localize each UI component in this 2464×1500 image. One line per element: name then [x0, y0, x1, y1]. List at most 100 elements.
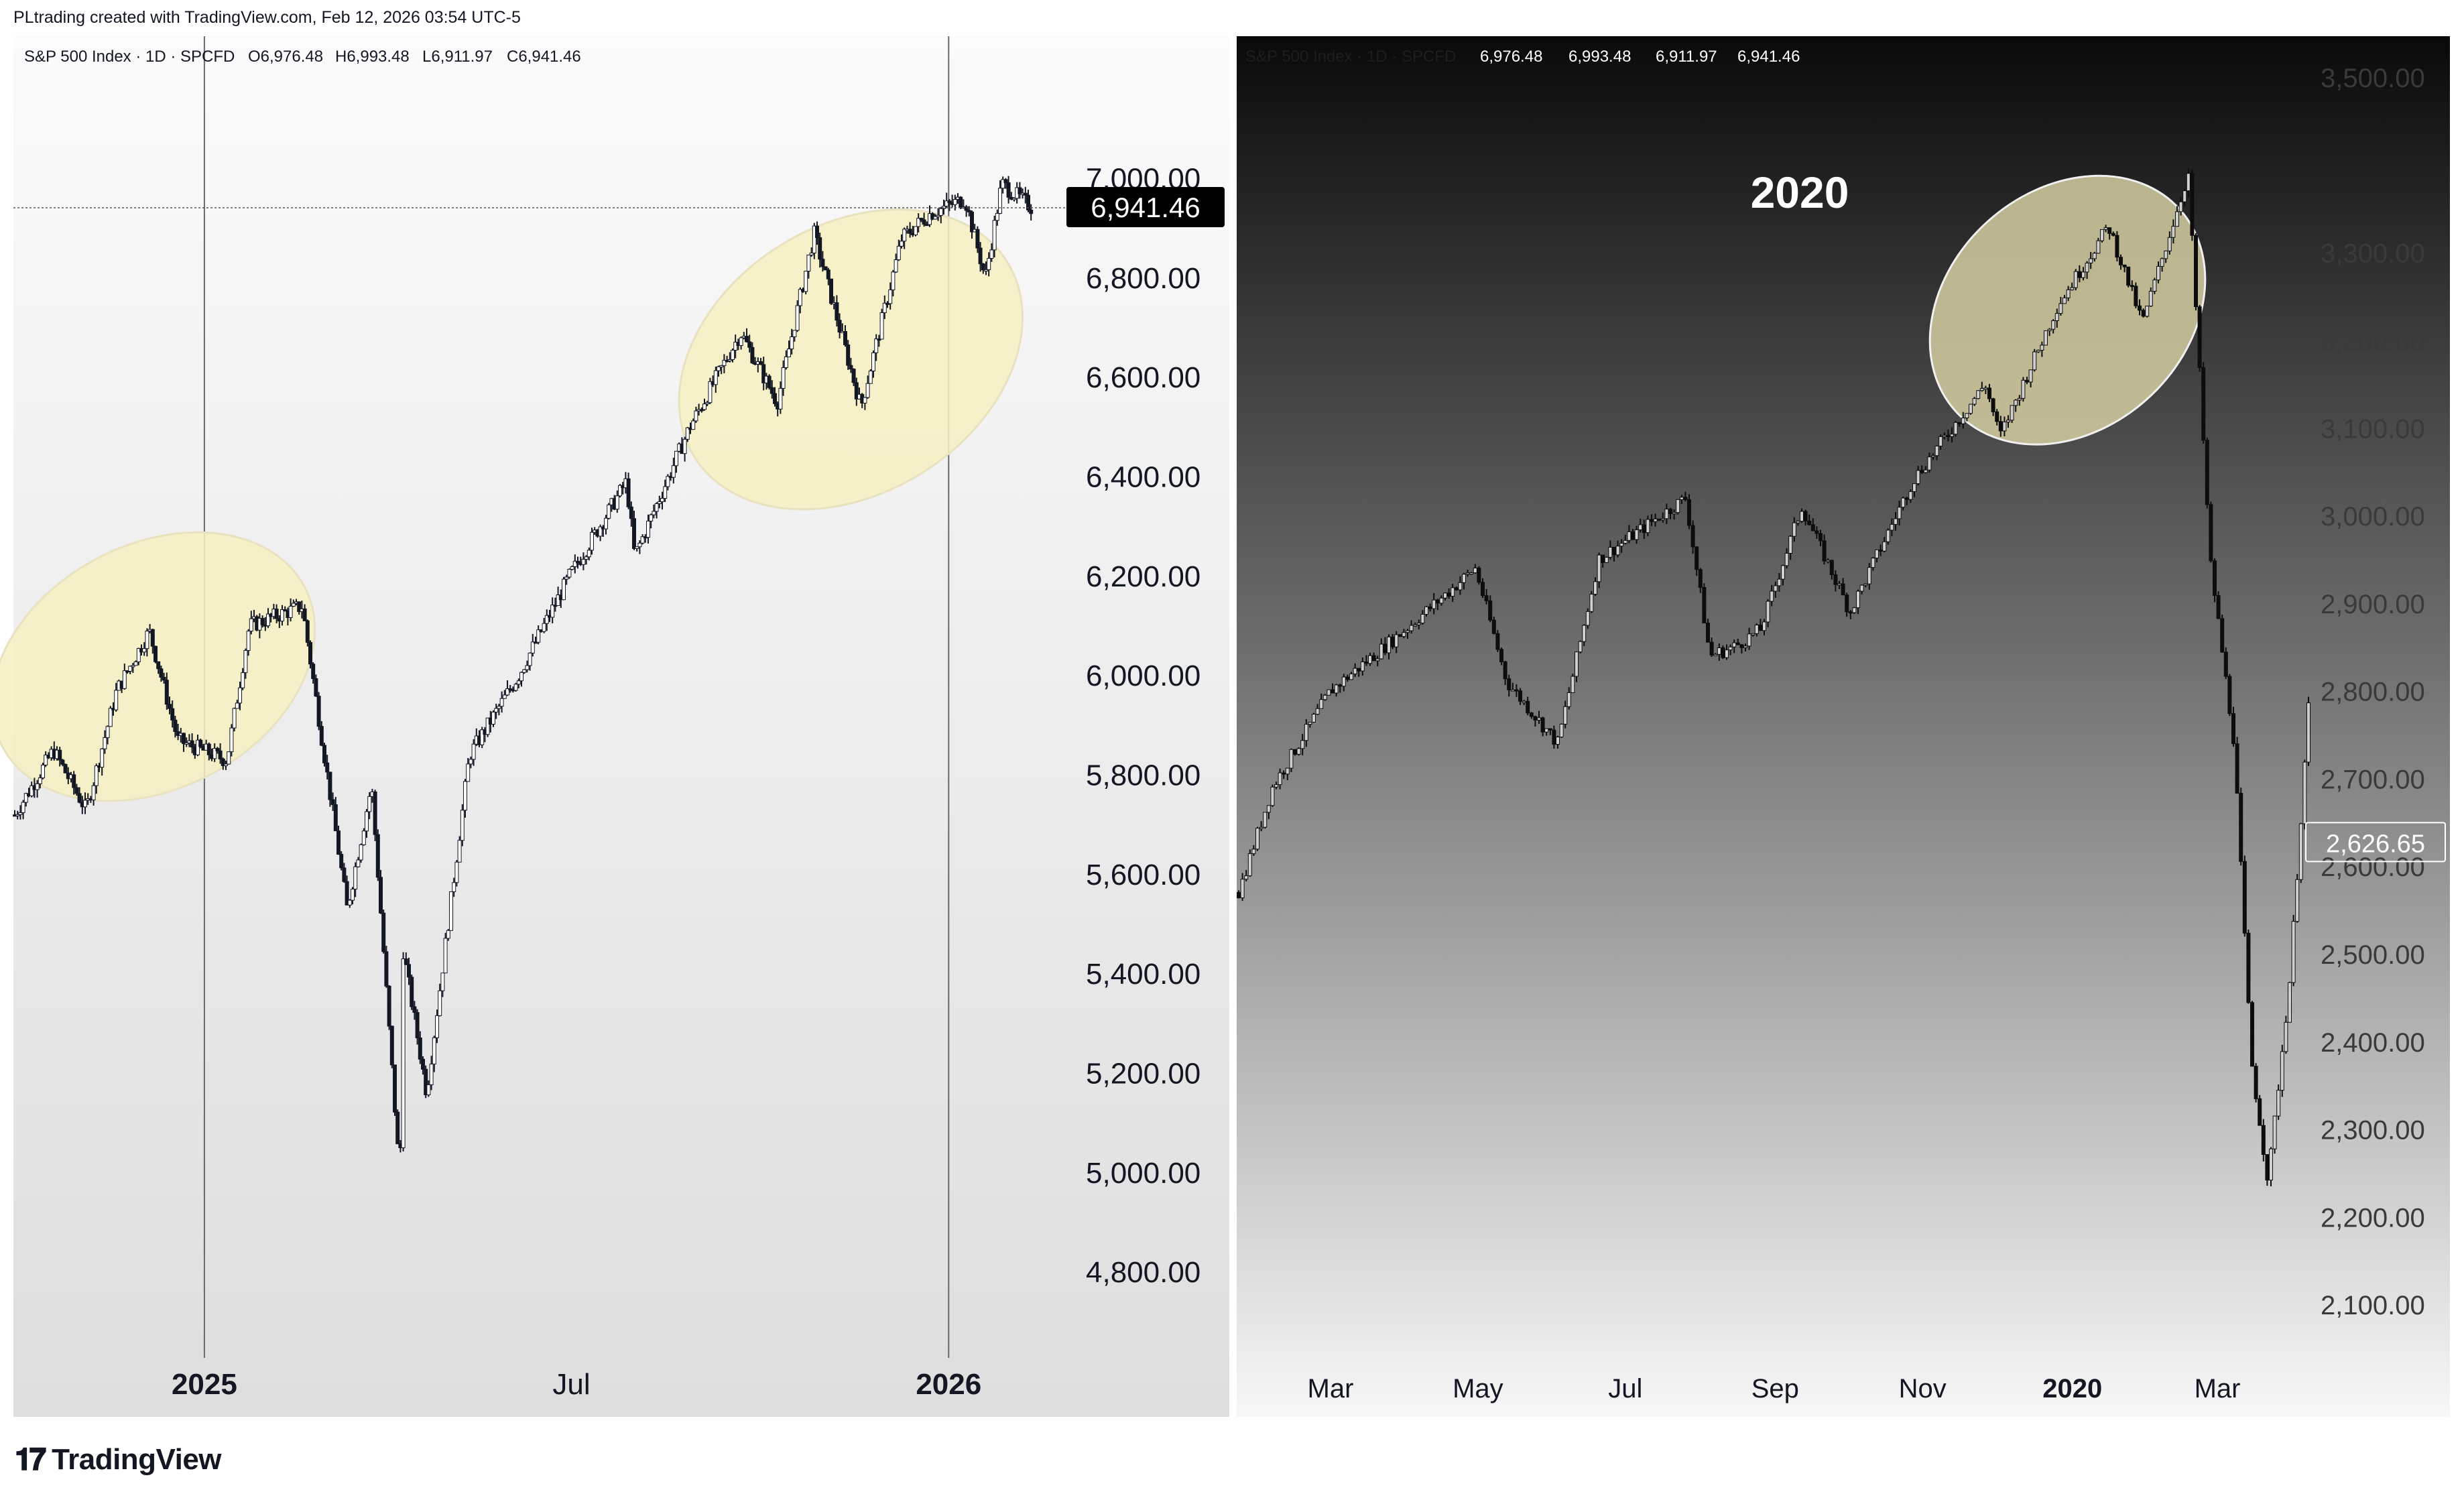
candle-body: [2291, 921, 2296, 983]
header-attribution: PLtrading created with TradingView.com, …: [13, 8, 521, 27]
candle-body: [924, 224, 929, 227]
candle-body: [629, 506, 633, 519]
candle-body: [395, 1111, 400, 1145]
candle-body: [1894, 518, 1898, 525]
highlight-ellipse: [0, 531, 316, 802]
candle-body: [1721, 647, 1725, 658]
candle-body: [1687, 499, 1691, 526]
candle-body: [959, 196, 963, 208]
candle-body: [136, 648, 141, 662]
candle-body: [83, 800, 87, 808]
candle-body: [218, 750, 223, 759]
candle-body: [694, 410, 698, 422]
candle-body: [1270, 786, 1275, 806]
candle-body: [2298, 823, 2303, 880]
candle-body: [1409, 625, 1414, 631]
candle-body: [2054, 313, 2059, 322]
candle-body: [387, 985, 391, 1027]
candles: [13, 176, 1034, 1153]
candle-body: [871, 352, 875, 371]
candle-body: [108, 708, 113, 727]
candle-body: [2014, 399, 2018, 406]
candle-body: [1390, 636, 1395, 647]
candle-body: [773, 393, 777, 404]
candle-body: [1503, 661, 1507, 680]
candle-body: [987, 257, 991, 270]
candle-body: [494, 708, 499, 712]
candle-body: [1762, 621, 1766, 631]
candle-body: [2145, 306, 2150, 317]
candle-body: [1416, 623, 1421, 625]
x-tick-label: Jul: [552, 1368, 590, 1401]
candle-body: [922, 219, 926, 225]
candle-body: [232, 708, 237, 729]
candle-body: [1446, 592, 1451, 597]
candle-body: [1627, 531, 1631, 541]
candle-body: [328, 771, 332, 800]
candle-body: [981, 263, 985, 271]
x-tick-label: Nov: [1899, 1374, 1947, 1403]
candle-body: [1458, 582, 1463, 590]
candle-body: [243, 649, 248, 674]
candles: [1237, 168, 2311, 1186]
candle-body: [2201, 367, 2206, 441]
candle-body: [2152, 279, 2157, 292]
candle-body: [499, 698, 504, 707]
candle-body: [649, 514, 654, 521]
candle-body: [1522, 700, 1526, 703]
candle-body: [224, 763, 228, 766]
candle-body: [1657, 518, 1662, 521]
candle-body: [1331, 689, 1335, 694]
candle-body: [1499, 649, 1503, 662]
candle-body: [333, 804, 338, 832]
candle-body: [1754, 625, 1759, 634]
y-tick-label: 2,400.00: [2321, 1028, 2425, 1058]
candle-body: [2284, 1021, 2288, 1052]
candle-body: [522, 669, 527, 673]
candle-body: [1912, 483, 1916, 492]
candle-body: [2002, 422, 2007, 432]
y-tick-label: 3,000.00: [2321, 502, 2425, 532]
candle-body: [94, 765, 99, 786]
candle-body: [1702, 586, 1707, 624]
candle-body: [2036, 350, 2040, 353]
candle-body: [1556, 737, 1560, 745]
candle-body: [463, 781, 467, 811]
candle-body: [2205, 440, 2209, 505]
candle-body: [975, 229, 980, 249]
candle-body: [888, 289, 893, 304]
candle-body: [1650, 519, 1654, 522]
candle-body: [519, 672, 523, 682]
y-tick-label: 2,600.00: [2321, 853, 2425, 882]
candle-body: [1349, 673, 1353, 680]
candle-body: [2032, 351, 2037, 371]
candle-body: [2134, 286, 2138, 306]
candle-body: [1841, 583, 1845, 596]
candle-body: [2040, 345, 2044, 351]
candle-body: [2066, 289, 2071, 298]
candle-body: [626, 478, 631, 507]
candle-body: [2107, 227, 2112, 234]
candle-body: [457, 840, 462, 863]
candle-body: [2246, 932, 2251, 1003]
candle-body: [63, 763, 68, 773]
y-tick-label: 6,600.00: [1086, 361, 1200, 394]
candle-body: [1735, 642, 1740, 645]
candle-body: [1878, 549, 1883, 552]
candle-body: [2250, 1002, 2254, 1067]
candle-body: [989, 249, 994, 259]
candle-body: [2220, 618, 2225, 653]
candle-body: [238, 687, 242, 704]
candle-body: [1443, 592, 1447, 599]
candle-body: [1852, 607, 1857, 613]
candle-body: [2167, 237, 2172, 251]
candle-body: [1462, 574, 1466, 583]
candle-body: [691, 420, 696, 430]
candle-body: [769, 387, 774, 394]
candle-body: [978, 247, 983, 265]
candle-body: [1428, 606, 1432, 609]
tradingview-logo[interactable]: 𝟏𝟕 TradingView: [15, 1441, 222, 1479]
candle-body: [790, 336, 794, 350]
candle-body: [1695, 546, 1699, 570]
candle-body: [1435, 599, 1440, 604]
